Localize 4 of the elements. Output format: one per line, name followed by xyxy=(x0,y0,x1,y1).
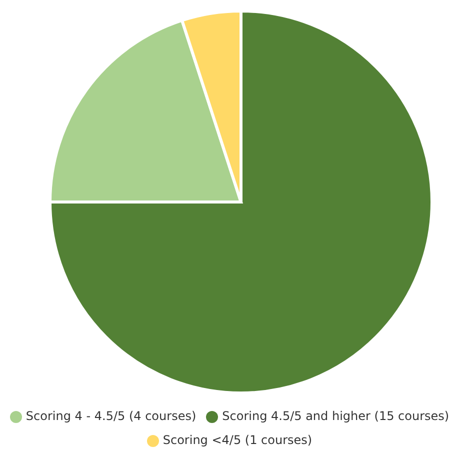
legend-label: Scoring <4/5 (1 courses) xyxy=(162,433,312,447)
legend-label: Scoring 4 - 4.5/5 (4 courses) xyxy=(26,409,196,423)
pie-slice xyxy=(48,10,434,394)
legend-label: Scoring 4.5/5 and higher (15 courses) xyxy=(222,409,450,423)
